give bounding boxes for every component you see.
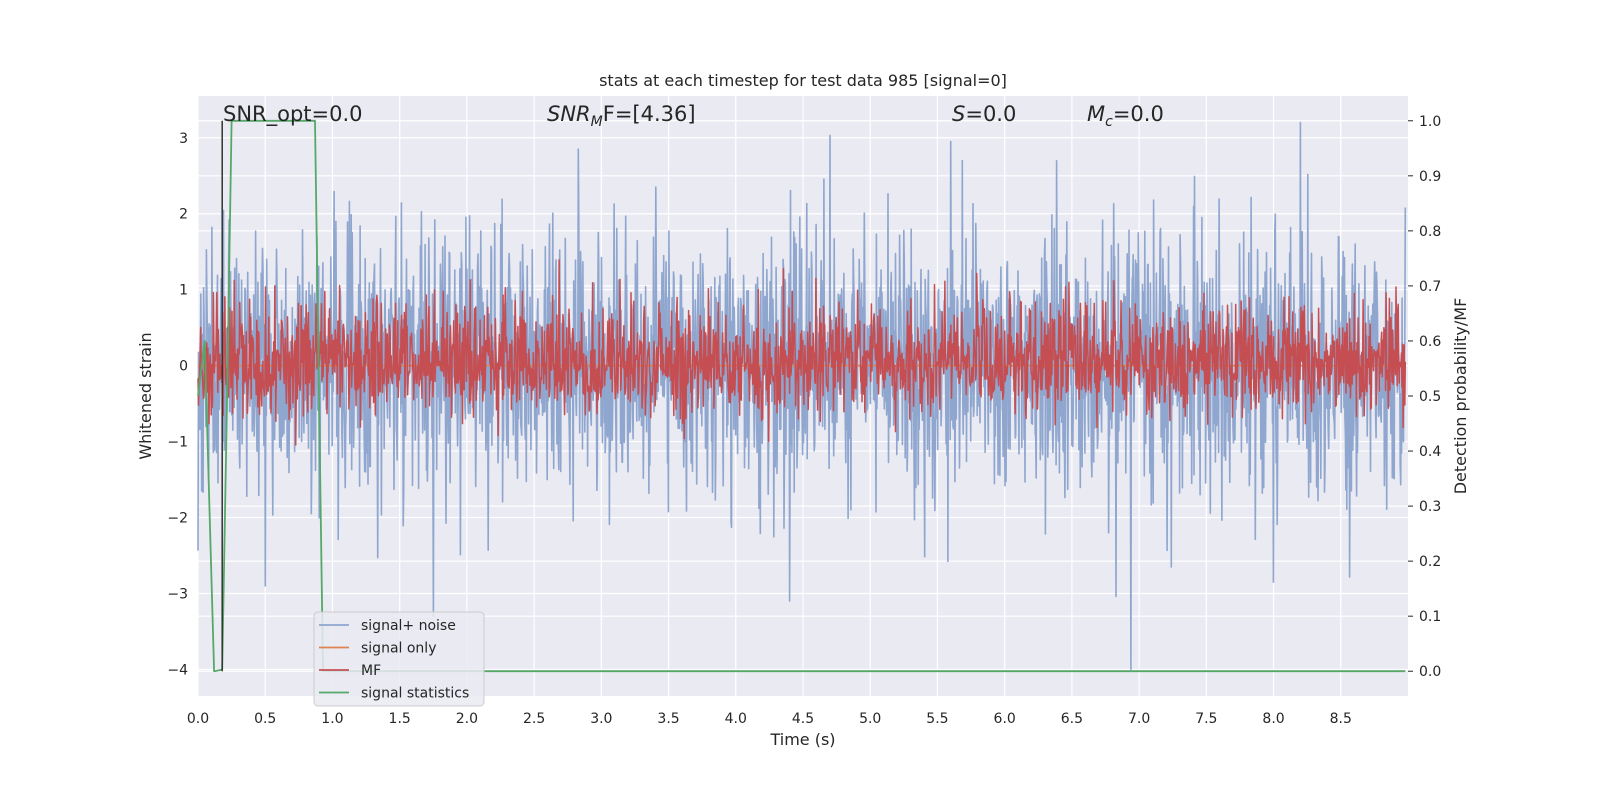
legend: signal+ noise signal only MF signal statist… (313, 611, 485, 707)
snr-mf-base: SNR (547, 102, 591, 126)
x-tick-label: 1.0 (321, 711, 343, 727)
y-tick-label: −3 (167, 586, 188, 602)
legend-label-signal-statistics: signal statistics (361, 686, 469, 702)
y-tick-label: −1 (167, 435, 188, 451)
s-base: S (952, 102, 965, 126)
y-right-tick-label: 0.1 (1419, 609, 1441, 625)
mf-line (197, 259, 1407, 446)
annotation-snr-opt: SNR_opt=0.0 (223, 102, 363, 127)
y-tick-label: −4 (167, 662, 188, 678)
snr-mf-rest: F=[4.36] (603, 102, 696, 126)
legend-label-signal-only: signal only (361, 641, 436, 657)
x-tick-label: 4.5 (792, 711, 814, 727)
x-tick-label: 8.5 (1330, 711, 1352, 727)
y-tick-label: −2 (167, 511, 188, 527)
y-right-tick-label: 0.6 (1419, 334, 1441, 350)
chart-title: stats at each timestep for test data 985… (599, 71, 1007, 90)
x-tick-label: 6.0 (994, 711, 1016, 727)
y-right-tick-label: 0.4 (1419, 444, 1441, 460)
x-tick-label: 0.0 (187, 711, 209, 727)
mc-rest: =0.0 (1113, 102, 1164, 126)
x-tick-label: 3.0 (590, 711, 612, 727)
x-tick-label: 6.5 (1061, 711, 1083, 727)
x-tick-label: 3.5 (657, 711, 679, 727)
y-tick-label: 0 (179, 359, 188, 375)
legend-box (313, 611, 485, 707)
annotation-s: S=0.0 (952, 102, 1016, 126)
y-right-tick-label: 0.2 (1419, 554, 1441, 570)
y-right-tick-label: 0.9 (1419, 169, 1441, 185)
y-right-tick-label: 0.7 (1419, 279, 1441, 295)
snr-mf-sub: M (591, 114, 603, 130)
x-tick-label: 5.0 (859, 711, 881, 727)
series-layer (197, 119, 1407, 673)
y-axis-label: Whitened strain (136, 332, 155, 459)
y-right-tick-label: 1.0 (1419, 114, 1441, 130)
x-tick-label: 1.5 (389, 711, 411, 727)
y-axis-right-label: Detection probability/MF (1451, 298, 1470, 495)
legend-label-mf: MF (361, 663, 381, 679)
x-tick-label: 0.5 (254, 711, 276, 727)
x-tick-label: 4.0 (725, 711, 747, 727)
y-tick-label: 3 (179, 131, 188, 147)
legend-label-signal-noise: signal+ noise (361, 618, 456, 634)
mc-sub: c (1105, 114, 1113, 130)
x-tick-label: 5.5 (926, 711, 948, 727)
y-tick-label: 2 (179, 207, 188, 223)
x-tick-label: 2.0 (456, 711, 478, 727)
y-right-tick-label: 0.5 (1419, 389, 1441, 405)
y-right-tick-label: 0.3 (1419, 499, 1441, 515)
annotation-mc: Mc=0.0 (1087, 102, 1164, 130)
signal-statistics-line (197, 119, 1406, 673)
x-tick-label: 7.5 (1195, 711, 1217, 727)
mc-base: M (1087, 102, 1105, 126)
y-tick-label: 1 (179, 283, 188, 299)
y-right-tick-label: 0.0 (1419, 664, 1441, 680)
annotation-snr-mf: SNRMF=[4.36] (547, 102, 696, 130)
s-rest: =0.0 (965, 102, 1016, 126)
axes: 0.0 0.5 1.0 1.5 2.0 2.5 3.0 3.5 4.0 4.5 5.0 5.5 6.0 6… (167, 114, 1441, 727)
x-axis-label: Time (s) (769, 730, 835, 749)
y-right-tick-label: 0.8 (1419, 224, 1441, 240)
x-tick-label: 8.0 (1262, 711, 1284, 727)
x-tick-label: 7.0 (1128, 711, 1150, 727)
x-tick-label: 2.5 (523, 711, 545, 727)
